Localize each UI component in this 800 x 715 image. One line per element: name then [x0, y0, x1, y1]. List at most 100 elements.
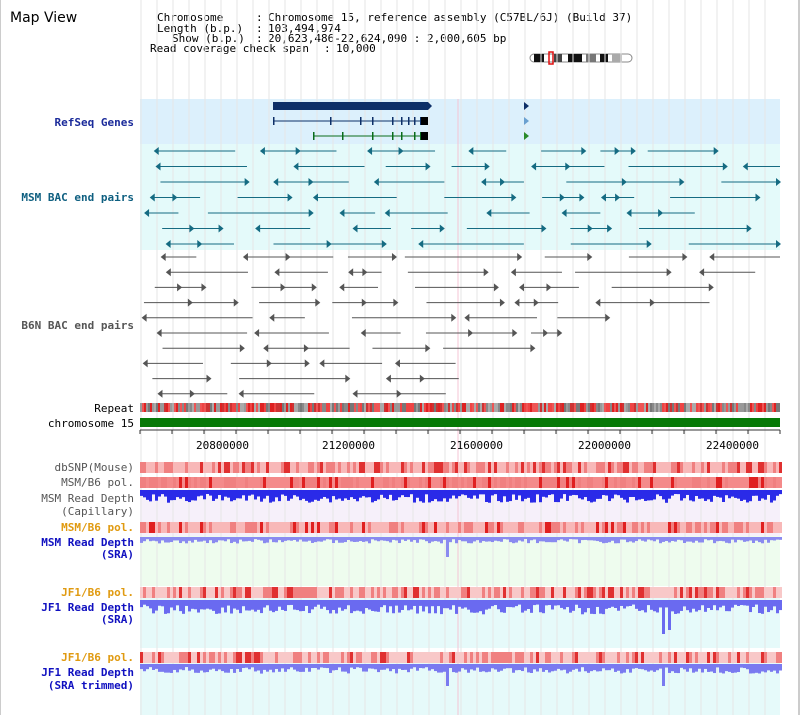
heat-cell	[770, 522, 773, 533]
heat-cell	[737, 587, 740, 598]
depth-bar	[671, 600, 674, 612]
repeat-segment	[668, 403, 670, 412]
heat-cell	[566, 462, 569, 473]
chromosome-ideogram[interactable]	[528, 51, 634, 65]
bac-end-arrow	[360, 329, 366, 337]
depth-bar	[164, 490, 167, 497]
repeat-segment	[250, 403, 252, 412]
depth-bar	[626, 664, 629, 670]
heat-cell	[614, 652, 617, 663]
depth-bar	[155, 537, 158, 542]
bac-end-arrow	[157, 389, 163, 398]
depth-bar	[320, 600, 323, 609]
depth-bar	[740, 600, 743, 606]
bac-end-arrow	[142, 359, 148, 368]
depth-bar	[161, 537, 164, 541]
depth-bar	[569, 490, 572, 496]
depth-bar	[242, 600, 245, 607]
repeat-segment	[202, 403, 204, 412]
bac-end-arrow	[393, 298, 399, 307]
heat-cell	[632, 587, 635, 598]
repeat-segment	[564, 403, 566, 412]
depth-bar	[269, 664, 272, 670]
depth-bar	[773, 664, 776, 671]
heat-cell	[203, 477, 206, 488]
heat-cell	[389, 462, 392, 473]
depth-bar	[284, 664, 287, 672]
depth-bar	[695, 664, 698, 672]
depth-bar	[284, 490, 287, 496]
heat-cell	[737, 522, 740, 533]
depth-bar	[530, 490, 533, 503]
depth-bar	[251, 600, 254, 610]
repeat-segment	[260, 403, 262, 412]
heat-cell	[758, 522, 761, 533]
repeat-segment	[654, 403, 656, 412]
heat-cell	[395, 477, 398, 488]
refseq-exon	[392, 132, 394, 140]
repeat-segment	[266, 403, 268, 412]
depth-bar	[245, 537, 248, 542]
heat-cell	[728, 587, 731, 598]
heat-cell	[773, 652, 776, 663]
heat-cell	[602, 462, 605, 473]
depth-bar	[404, 600, 407, 606]
heat-cell	[650, 477, 653, 488]
heat-cell	[590, 587, 593, 598]
heat-cell	[140, 462, 143, 473]
heat-cell	[257, 652, 260, 663]
track-label-msm-bac[interactable]: MSM BAC end pairs	[21, 191, 134, 204]
heat-cell	[236, 652, 239, 663]
track-label-refseq[interactable]: RefSeq Genes	[54, 116, 134, 129]
heat-cell	[599, 477, 602, 488]
heat-cell	[617, 522, 620, 533]
depth-bar	[203, 537, 206, 541]
depth-bar	[518, 490, 521, 496]
repeat-segment	[404, 403, 406, 412]
heat-cell	[368, 462, 371, 473]
heat-cell	[683, 587, 686, 598]
depth-bar	[518, 600, 521, 605]
heat-cell	[167, 477, 170, 488]
heat-cell	[524, 462, 527, 473]
repeat-segment	[312, 403, 314, 412]
depth-bar	[278, 664, 281, 672]
track-label-repeat: Repeat	[94, 402, 134, 415]
depth-bar	[581, 664, 584, 668]
depth-bar	[713, 664, 716, 674]
depth-bar	[608, 600, 611, 608]
heat-cell	[671, 522, 674, 533]
depth-bar	[671, 664, 674, 672]
heat-cell	[515, 462, 518, 473]
depth-bar	[233, 490, 236, 501]
heat-cell	[683, 462, 686, 473]
repeat-segment	[306, 403, 308, 412]
depth-bar	[593, 664, 596, 671]
depth-bar	[533, 600, 536, 606]
depth-bar	[353, 490, 356, 499]
heat-cell	[299, 522, 302, 533]
heat-cell	[212, 522, 215, 533]
heat-cell	[221, 652, 224, 663]
heat-cell	[638, 462, 641, 473]
heat-cell	[203, 587, 206, 598]
heat-cell	[542, 522, 545, 533]
repeat-segment	[402, 403, 404, 412]
heat-cell	[557, 587, 560, 598]
track-label-b6n-bac[interactable]: B6N BAC end pairs	[21, 319, 134, 332]
heat-cell	[248, 652, 251, 663]
heat-cell	[701, 652, 704, 663]
heat-cell	[338, 477, 341, 488]
heat-cell	[407, 477, 410, 488]
heat-cell	[209, 462, 212, 473]
depth-bar	[374, 600, 377, 612]
heat-cell	[194, 652, 197, 663]
depth-bar	[227, 600, 230, 606]
heat-cell	[341, 477, 344, 488]
bac-end-arrow	[587, 224, 593, 233]
heat-cell	[344, 522, 347, 533]
depth-bar	[317, 490, 320, 501]
heat-cell	[548, 587, 551, 598]
